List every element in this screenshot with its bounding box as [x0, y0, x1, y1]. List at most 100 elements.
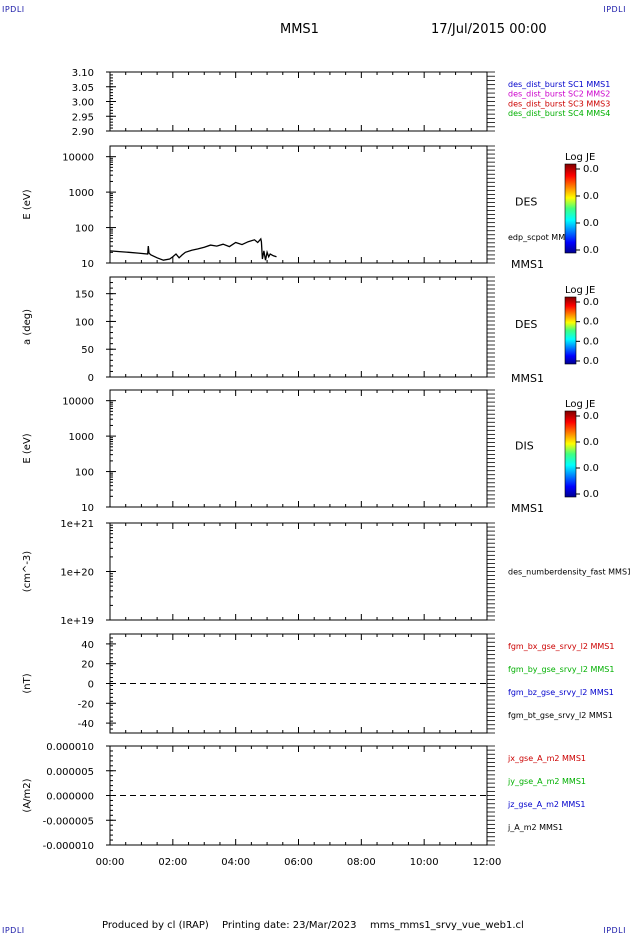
y-tick-label: 10: [81, 503, 94, 514]
panel-frame: [109, 522, 488, 621]
panel-1: 3.10 3.05 3.00 2.95 2.90 des_dist_burst SC1 M…: [72, 68, 611, 138]
y-tick-label: 0.000000: [46, 792, 94, 803]
colorbar-tick-label: 0.0: [583, 356, 599, 367]
y-tick-label: -0.000010: [43, 841, 94, 852]
colorbar-tick-label: 0.0: [583, 164, 599, 175]
colorbar: [564, 410, 577, 498]
y-tick-label: 0.000010: [46, 742, 94, 753]
panel-frame: [109, 71, 488, 132]
y-tick-label: 150: [75, 290, 94, 301]
y-tick-label: 1000: [69, 188, 94, 199]
craft-label: MMS1: [511, 502, 544, 515]
footer-printing-date: Printing date: 23/Mar/2023: [222, 920, 357, 931]
colorbar-title: Log JE: [565, 285, 595, 296]
y-tick-label: 1e+21: [60, 519, 94, 530]
y-tick-label: 2.90: [72, 127, 94, 138]
instrument-label: DES: [515, 318, 537, 331]
y-tick-label: 2.95: [72, 112, 94, 123]
instrument-label: DIS: [515, 440, 534, 453]
legend-entry: fgm_by_gse_srvy_l2 MMS1: [508, 665, 614, 674]
colorbar: [564, 296, 577, 365]
y-tick-label: -40: [78, 719, 94, 730]
legend-entry: des_dist_burst SC3 MMS3: [508, 99, 610, 108]
y-tick-label: 100: [75, 317, 94, 328]
y-tick-label: 50: [81, 345, 94, 356]
y-tick-label: 3.00: [72, 98, 94, 109]
y-tick-label: 10: [81, 259, 94, 270]
footer-produced-by: Produced by cl (IRAP): [102, 920, 209, 931]
legend-entry: jz_gse_A_m2 MMS1: [507, 800, 585, 809]
y-tick-label: 3.10: [72, 68, 94, 79]
y-tick-label: -0.000005: [43, 816, 94, 827]
panel-frame: [109, 389, 488, 508]
panel-7: 0.000010 0.000005 0.000000 -0.000005 -0.0000…: [22, 742, 586, 868]
panel-frame: [109, 276, 488, 378]
y-tick-label: 0: [88, 373, 94, 384]
x-tick-label: 10:00: [410, 857, 439, 868]
colorbar-tick-label: 0.0: [583, 411, 599, 422]
x-tick-label: 02:00: [158, 857, 187, 868]
overlay-line-edp-scpot: [109, 237, 277, 261]
y-tick-label: 0.000005: [46, 767, 94, 778]
panel-frame: [109, 145, 488, 264]
y-tick-label: 1e+19: [60, 616, 94, 627]
y-tick-label: 100: [75, 224, 94, 235]
legend-entry: des_dist_burst SC2 MMS2: [508, 90, 610, 99]
legend-entry: des_numberdensity_fast MMS1: [508, 568, 630, 577]
legend-entry: fgm_bt_gse_srvy_l2 MMS1: [508, 711, 613, 720]
colorbar-tick-label: 0.0: [583, 437, 599, 448]
x-tick-label: 08:00: [347, 857, 376, 868]
colorbar-tick-label: 0.0: [583, 297, 599, 308]
colorbar: [564, 163, 577, 254]
y-axis-label: (A/m2): [22, 778, 33, 812]
corner-label-bottom-right: IPDLI: [603, 926, 626, 935]
craft-label: MMS1: [511, 372, 544, 385]
legend-entry: j_A_m2 MMS1: [507, 823, 563, 832]
date-title: 17/Jul/2015 00:00: [431, 22, 547, 37]
legend-entry: jy_gse_A_m2 MMS1: [507, 777, 586, 786]
y-tick-label: 10000: [62, 153, 94, 164]
panel-6: 40 20 0 -20 -40 (nT) fgm_bx_gse_srvy_l2 MMS1 fg…: [22, 633, 614, 734]
colorbar-tick-label: 0.0: [583, 245, 599, 256]
x-tick-label: 00:00: [96, 857, 125, 868]
y-tick-label: 1e+20: [60, 568, 94, 579]
colorbar-title: Log JE: [565, 152, 595, 163]
y-tick-label: 10000: [62, 397, 94, 408]
y-tick-label: 1000: [69, 432, 94, 443]
overlay-label: edp_scpot MMS1: [508, 233, 575, 242]
y-axis-label: E (eV): [22, 433, 33, 463]
spacecraft-title: MMS1: [280, 22, 319, 37]
corner-label-top-right: IPDLI: [603, 5, 626, 14]
legend-entry: jx_gse_A_m2 MMS1: [507, 754, 586, 763]
colorbar-tick-label: 0.0: [583, 218, 599, 229]
colorbar-tick-label: 0.0: [583, 336, 599, 347]
colorbar-tick-label: 0.0: [583, 317, 599, 328]
y-tick-label: 100: [75, 468, 94, 479]
y-axis-label: E (eV): [22, 189, 33, 219]
y-tick-label: 40: [81, 640, 94, 651]
colorbar-tick-label: 0.0: [583, 489, 599, 500]
legend-entry: fgm_bz_gse_srvy_l2 MMS1: [508, 688, 614, 697]
colorbar-tick-label: 0.0: [583, 191, 599, 202]
x-tick-label: 04:00: [221, 857, 250, 868]
y-tick-label: -20: [78, 699, 94, 710]
y-tick-label: 3.05: [72, 83, 94, 94]
y-tick-label: 0: [88, 680, 94, 691]
colorbar-title: Log JE: [565, 399, 595, 410]
corner-label-bottom-left: IPDLI: [2, 926, 25, 935]
legend-entry: des_dist_burst SC4 MMS4: [508, 109, 610, 118]
panel-5: 1e+21 1e+20 1e+19 (cm^-3) des_numberdensity_…: [22, 519, 630, 627]
y-axis-label: a (deg): [22, 309, 33, 345]
panel-2: 10000 1000 100 10 E (eV) edp_scpot MMS1 DES MMS…: [22, 145, 599, 271]
legend-entry: fgm_bx_gse_srvy_l2 MMS1: [508, 642, 614, 651]
y-axis-label: (cm^-3): [22, 551, 33, 592]
corner-label-top-left: IPDLI: [2, 5, 25, 14]
instrument-label: DES: [515, 196, 537, 209]
footer-filename: mms_mms1_srvy_vue_web1.cl: [370, 920, 524, 931]
craft-label: MMS1: [511, 258, 544, 271]
legend-entry: des_dist_burst SC1 MMS1: [508, 80, 610, 89]
colorbar-tick-label: 0.0: [583, 463, 599, 474]
